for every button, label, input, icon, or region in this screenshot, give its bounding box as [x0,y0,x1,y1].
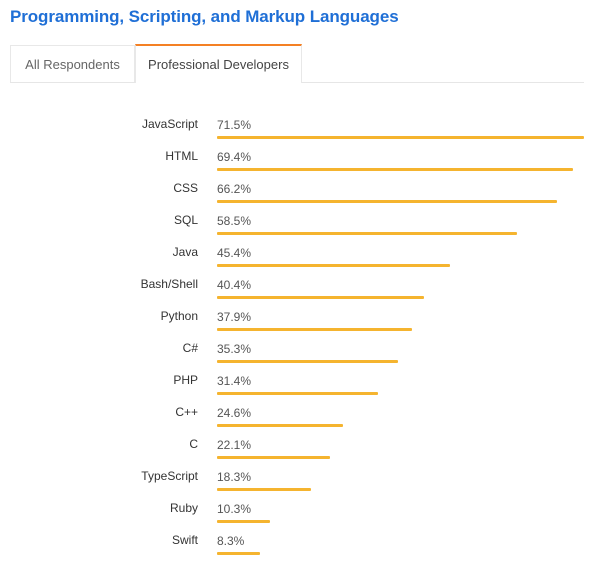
bar [217,360,398,363]
chart-row: JavaScript 71.5% [0,112,610,144]
category-label: PHP [173,373,198,387]
value-label: 31.4% [217,374,252,388]
bar [217,392,378,395]
chart-row: PHP 31.4% [0,368,610,400]
value-label: 10.3% [217,502,252,516]
bar [217,168,573,171]
tab-professional-developers[interactable]: Professional Developers [135,44,302,83]
bar [217,264,450,267]
category-label: TypeScript [141,469,198,483]
bar [217,488,311,491]
value-label: 22.1% [217,438,252,452]
category-label: Bash/Shell [140,277,198,291]
chart-row: SQL 58.5% [0,208,610,240]
chart-row: C++ 24.6% [0,400,610,432]
bar [217,232,517,235]
bar [217,456,330,459]
bar [217,296,424,299]
value-label: 18.3% [217,470,252,484]
chart-row: HTML 69.4% [0,144,610,176]
chart-row: Java 45.4% [0,240,610,272]
category-label: SQL [173,213,198,227]
category-label: HTML [165,149,198,163]
chart-row: TypeScript 18.3% [0,464,610,496]
value-label: 24.6% [217,406,252,420]
category-label: Python [160,309,198,323]
chart-row: C 22.1% [0,432,610,464]
category-label: C++ [175,405,198,419]
category-label: C [189,437,198,451]
tab-bar: All Respondents Professional Developers [10,44,584,83]
bar [217,328,412,331]
chart-row: Bash/Shell 40.4% [0,272,610,304]
value-label: 37.9% [217,310,252,324]
bar [217,552,260,555]
value-label: 66.2% [217,182,252,196]
category-label: Swift [171,533,198,547]
value-label: 40.4% [217,278,252,292]
value-label: 45.4% [217,246,252,260]
category-label: CSS [173,181,198,195]
value-label: 58.5% [217,214,252,228]
bar [217,200,557,203]
category-label: C# [182,341,198,355]
bar [217,520,270,523]
chart-row: Swift 8.3% [0,528,610,560]
chart-row: Ruby 10.3% [0,496,610,528]
chart-row: C# 35.3% [0,336,610,368]
category-label: Ruby [169,501,198,515]
page-title: Programming, Scripting, and Markup Langu… [10,7,399,26]
chart-row: CSS 66.2% [0,176,610,208]
category-label: Java [172,245,198,259]
value-label: 71.5% [217,118,252,132]
chart-row: Python 37.9% [0,304,610,336]
tab-all-respondents[interactable]: All Respondents [10,45,135,82]
bar [217,136,584,139]
category-label: JavaScript [141,117,198,131]
value-label: 35.3% [217,342,252,356]
value-label: 69.4% [217,150,252,164]
bar [217,424,343,427]
value-label: 8.3% [217,534,245,548]
